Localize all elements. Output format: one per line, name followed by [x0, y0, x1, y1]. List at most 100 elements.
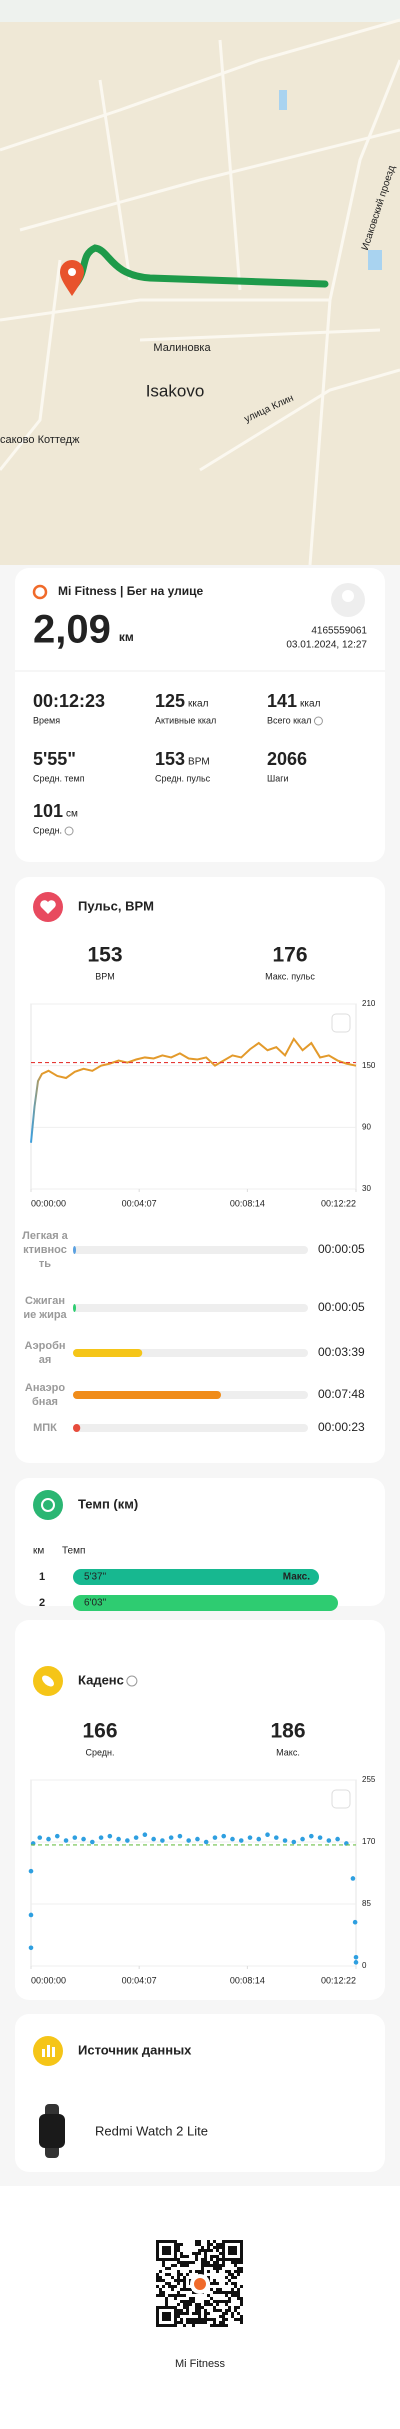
qr-cell	[204, 2252, 207, 2255]
cadence-point	[335, 1836, 340, 1842]
qr-cell	[165, 2267, 168, 2270]
workout-title: Mi Fitness | Бег на улице	[58, 584, 203, 598]
qr-cell	[207, 2312, 210, 2315]
y-tick-label: 30	[362, 1184, 371, 1193]
qr-cell	[204, 2312, 207, 2315]
max-pulse-label: Макс. пульс	[265, 971, 315, 981]
qr-cell	[171, 2276, 174, 2279]
qr-cell	[165, 2273, 168, 2276]
stat-value: 2066	[267, 749, 307, 769]
qr-cell	[180, 2309, 183, 2312]
qr-cell	[222, 2264, 225, 2267]
info-icon[interactable]	[64, 826, 74, 836]
zone-name: МПК	[33, 1422, 57, 1434]
expand-button[interactable]	[331, 1013, 351, 1033]
qr-cell	[168, 2273, 171, 2276]
qr-cell	[201, 2318, 204, 2321]
qr-cell	[219, 2243, 222, 2246]
workout-date: 03.01.2024, 12:27	[286, 640, 367, 651]
qr-cell	[228, 2300, 231, 2303]
qr-cell	[225, 2303, 228, 2306]
qr-cell	[231, 2315, 234, 2318]
info-icon[interactable]	[126, 1675, 138, 1687]
qr-cell	[237, 2270, 240, 2273]
km: 2	[39, 1597, 45, 1609]
qr-finder	[228, 2246, 237, 2255]
stat-label: Средн. темп	[33, 773, 85, 783]
qr-cell	[240, 2303, 243, 2306]
stat-value: 101	[33, 801, 63, 821]
cadence-point	[273, 1835, 279, 1840]
x-tick-label: 00:00:00	[31, 1198, 66, 1208]
water	[368, 250, 382, 270]
cadence-point	[317, 1835, 323, 1840]
qr-cell	[210, 2243, 213, 2246]
y-tick-label: 255	[362, 1775, 376, 1784]
stat-value: 5'55"	[33, 749, 76, 769]
qr-cell	[165, 2300, 168, 2303]
qr-cell	[177, 2249, 180, 2252]
map-label: Малиновка	[153, 342, 211, 354]
cadence-point	[142, 1832, 148, 1838]
summary-card	[15, 568, 385, 862]
x-tick-label: 00:12:22	[321, 1198, 356, 1208]
qr-cell	[171, 2288, 174, 2291]
qr-cell	[237, 2294, 240, 2297]
stat-label: Средн. пульс	[155, 773, 211, 783]
cadence-point	[282, 1838, 288, 1843]
qr-cell	[180, 2255, 183, 2258]
cadence-point	[247, 1835, 253, 1840]
qr-cell	[237, 2318, 240, 2321]
cadence-point	[265, 1832, 270, 1838]
distance: 2,09	[33, 608, 111, 652]
cadence-point	[186, 1838, 191, 1843]
watch[interactable]	[39, 2114, 65, 2148]
stat-value: 141	[267, 691, 297, 711]
qr-cell	[207, 2300, 210, 2303]
stat-value: 153	[155, 749, 185, 769]
qr-cell	[174, 2294, 177, 2297]
qr-cell	[186, 2288, 189, 2291]
user-id: 4165559061	[311, 626, 367, 637]
app-icon	[32, 584, 48, 600]
qr-cell	[156, 2294, 159, 2297]
qr-cell	[204, 2264, 207, 2267]
qr-cell	[198, 2270, 201, 2273]
qr-cell	[204, 2303, 207, 2306]
qr-cell	[186, 2306, 189, 2309]
qr-code	[154, 2238, 246, 2330]
qr-cell	[222, 2315, 225, 2318]
stat-value: 125	[155, 691, 185, 711]
qr-cell	[213, 2321, 216, 2324]
qr-cell	[183, 2324, 186, 2327]
qr-cell	[195, 2243, 198, 2246]
qr-cell	[189, 2279, 192, 2282]
qr-cell	[177, 2276, 180, 2279]
info-icon[interactable]	[313, 716, 323, 726]
qr-cell	[213, 2261, 216, 2264]
expand-button[interactable]	[331, 1789, 351, 1809]
cadence-point	[72, 1835, 78, 1840]
qr-cell	[204, 2315, 207, 2318]
qr-cell	[234, 2264, 237, 2267]
qr-cell	[240, 2297, 243, 2300]
qr-cell	[159, 2270, 162, 2273]
stat-label: Средн.	[33, 825, 62, 835]
qr-cell	[195, 2309, 198, 2312]
qr-cell	[201, 2270, 204, 2273]
qr-cell	[162, 2261, 165, 2264]
qr-cell	[189, 2270, 192, 2273]
cadence-point	[256, 1836, 262, 1842]
cadence-point	[309, 1833, 314, 1839]
max-cadence: 186	[270, 1720, 305, 1743]
qr-cell	[216, 2282, 219, 2285]
qr-cell	[177, 2321, 180, 2324]
qr-cell	[162, 2285, 165, 2288]
qr-cell	[228, 2279, 231, 2282]
qr-cell	[234, 2261, 237, 2264]
qr-cell	[234, 2291, 237, 2294]
qr-cell	[210, 2297, 213, 2300]
qr-cell	[180, 2273, 183, 2276]
qr-cell	[213, 2318, 216, 2321]
qr-cell	[174, 2279, 177, 2282]
